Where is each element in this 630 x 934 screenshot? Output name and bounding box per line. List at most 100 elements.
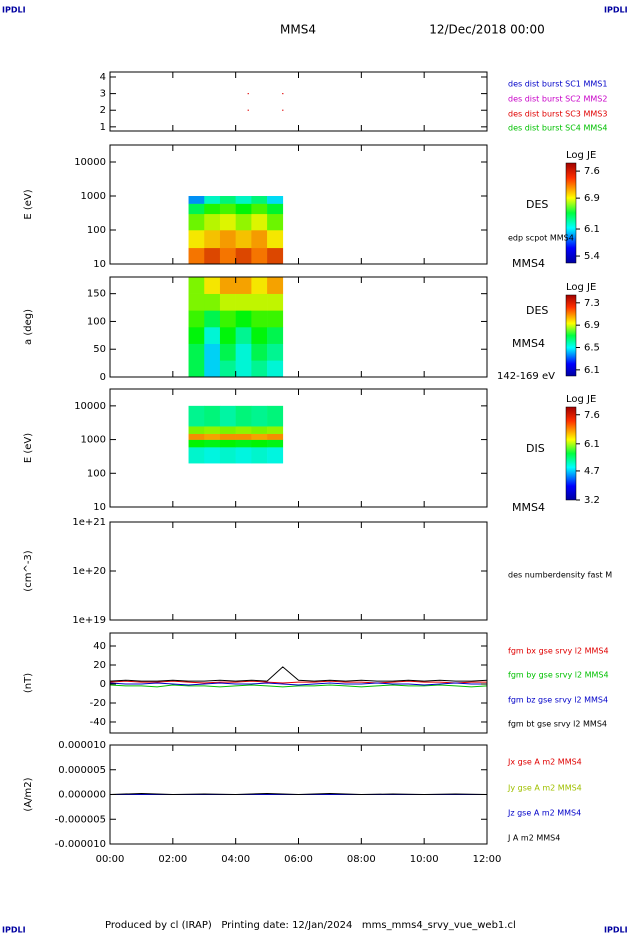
colorbar-tick-label: 7.3 [584,298,600,309]
y-tick-label: 100 [87,468,106,479]
heat-cell [188,293,205,311]
colorbar-tick-label: 6.1 [584,224,600,235]
heat-cell [219,327,236,344]
colorbar-title: Log JE [566,150,596,161]
legend-entry: fgm bx gse srvy l2 MMS4 [508,647,609,656]
colorbar-title: Log JE [566,282,596,293]
legend-entry: Jy gse A m2 MMS4 [507,784,582,793]
heat-cell [188,426,205,434]
legend-entry: Jx gse A m2 MMS4 [507,758,582,767]
y-tick-label: -0.000005 [55,814,106,825]
heat-cell [251,196,268,204]
heat-cell [251,277,268,294]
x-tick-label: 12:00 [473,854,502,865]
heat-cell [267,293,284,311]
heat-cell [251,447,268,464]
colorbar-tick-label: 6.9 [584,320,600,331]
heat-cell [204,405,221,427]
y-tick-label: 10 [93,259,106,270]
y-tick-label: 100 [87,225,106,236]
heat-cell [251,327,268,344]
heat-cell [188,247,205,265]
heat-cell [204,426,221,434]
point [247,93,249,95]
line [109,793,488,796]
heat-cell [188,343,205,361]
heat-cell [267,433,284,440]
x-tick-label: 10:00 [410,854,439,865]
y-tick-label: 0.000000 [58,790,106,801]
y-axis-label: (cm^-3) [23,550,34,591]
annotation: DES [526,198,548,211]
heat-cell [219,277,236,294]
colorbar [565,294,577,377]
heat-cell [235,230,252,249]
heat-cell [267,360,284,378]
colorbar-tick-label: 6.9 [584,193,600,204]
colorbar-tick-label: 6.5 [584,343,600,354]
heat-cell [188,277,205,294]
heat-cell [188,196,205,204]
heat-cell [235,360,252,378]
heat-cell [204,230,221,249]
heat-cell [219,230,236,249]
heat-cell [204,293,221,311]
heat-cell [219,310,236,328]
heat-cell [235,327,252,344]
heat-cell [235,447,252,464]
annotation: edp scpot MMS4 [508,234,574,243]
y-tick-label: 10000 [74,157,106,168]
title: MMS4 [280,23,316,37]
heat-cell [235,343,252,361]
heat-cell [204,247,221,265]
heat-cell [219,439,236,448]
heat-cell [251,426,268,434]
colorbar [565,162,577,264]
heat-cell [235,405,252,427]
heat-cell [267,203,284,215]
colorbar-tick-label: 5.4 [584,251,600,262]
annotation: des numberdensity fast M [508,571,612,580]
footer: Produced by cl (IRAP) Printing date: 12/… [105,920,516,931]
heat-cell [251,293,268,311]
heat-cell [219,203,236,215]
x-tick-label: 06:00 [284,854,313,865]
colorbar-tick-label: 6.1 [584,365,600,376]
y-axis-label: E (eV) [23,433,34,463]
y-tick-label: 0.000005 [58,765,106,776]
annotation: MMS4 [512,337,545,350]
heat-cell [219,196,236,204]
heat-cell [235,213,252,231]
logo: IPDLI [604,6,628,15]
heat-cell [188,439,205,448]
annotation: DIS [526,442,545,455]
y-tick-label: 1 [100,122,106,133]
annotation: 142-169 eV [497,371,555,382]
heat-cell [188,310,205,328]
legend-entry: des dist burst SC4 MMS4 [508,124,607,133]
y-tick-label: 40 [93,641,106,652]
annotation: DES [526,304,548,317]
heat-cell [188,405,205,427]
y-tick-label: 1000 [81,191,106,202]
y-tick-label: 150 [87,289,106,300]
heat-cell [219,433,236,440]
heat-cell [188,203,205,215]
heat-cell [267,439,284,448]
y-tick-label: 0.000010 [58,740,106,751]
heat-cell [267,277,284,294]
colorbar-title: Log JE [566,394,596,405]
heat-cell [235,247,252,265]
y-axis-label: a (deg) [23,309,34,345]
point [247,109,249,111]
x-tick-label: 04:00 [221,854,250,865]
y-tick-label: 0 [100,679,106,690]
heat-cell [235,433,252,440]
heat-cell [251,230,268,249]
y-tick-label: 1e+20 [72,566,106,577]
heat-cell [204,327,221,344]
heat-cell [219,447,236,464]
y-tick-label: 1000 [81,435,106,446]
heat-cell [219,426,236,434]
